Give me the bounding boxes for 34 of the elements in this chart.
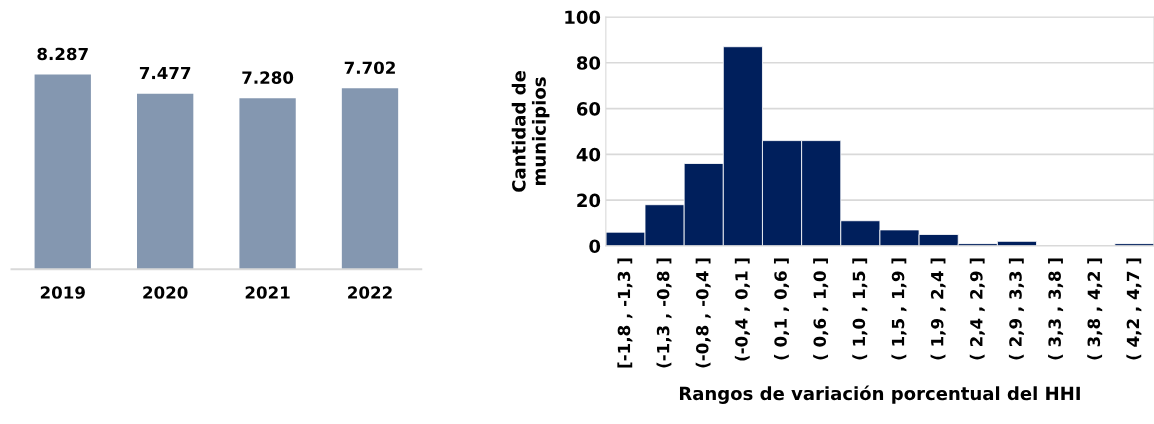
- x-tick-label: ( 1,5 , 1,9 ]: [891, 258, 907, 360]
- y-tick-label: 100: [565, 10, 601, 25]
- y-tick-label: 60: [576, 102, 601, 116]
- bar: [239, 98, 296, 270]
- x-tick-label: (-1,3 , -0,8 ]: [656, 258, 672, 368]
- y-tick-label: 40: [576, 147, 601, 162]
- x-tick-label: ( 1,9 , 2,4 ]: [930, 258, 946, 360]
- bar: [341, 88, 399, 270]
- data-label: 7.702: [344, 61, 395, 75]
- x-tick-label: 2022: [348, 286, 392, 299]
- x-tick-label: ( 2,4 , 2,9 ]: [969, 258, 985, 360]
- x-tick-label: 2020: [143, 286, 188, 299]
- x-axis-title: Rangos de variación porcentual del HHI: [679, 385, 1080, 404]
- data-label: 7.477: [139, 66, 191, 80]
- y-tick-label: 80: [576, 56, 601, 70]
- y-axis-title: Cantidad de municipios: [511, 71, 550, 192]
- x-tick-label: ( 0,6 , 1,0 ]: [813, 258, 829, 360]
- x-tick-label: ( 3,8 , 4,2 ]: [1087, 258, 1103, 360]
- x-tick-label: ( 0,1 , 0,6 ]: [773, 258, 790, 360]
- x-tick-label: (-0,8 , -0,4 ]: [695, 258, 711, 368]
- x-tick-label: [-1,8 , -1,3 ]: [617, 258, 633, 368]
- bar: [137, 93, 194, 270]
- data-label: 8.287: [37, 47, 88, 61]
- y-tick-label: 0: [589, 239, 601, 254]
- y-tick-label: 20: [577, 193, 601, 208]
- bar: [34, 74, 91, 270]
- x-tick-label: ( 1,0 , 1,5 ]: [852, 258, 868, 360]
- x-tick-label: ( 4,2 , 4,7 ]: [1126, 258, 1142, 360]
- x-tick-label: 2019: [40, 286, 85, 299]
- x-tick-label: (-0,4 , 0,1 ]: [734, 258, 750, 361]
- x-tick-label: ( 2,9 , 3,3 ]: [1008, 258, 1024, 360]
- data-label: 7.280: [242, 71, 294, 84]
- x-tick-label: 2021: [245, 286, 290, 299]
- x-tick-label: ( 3,3 , 3,8 ]: [1048, 258, 1064, 360]
